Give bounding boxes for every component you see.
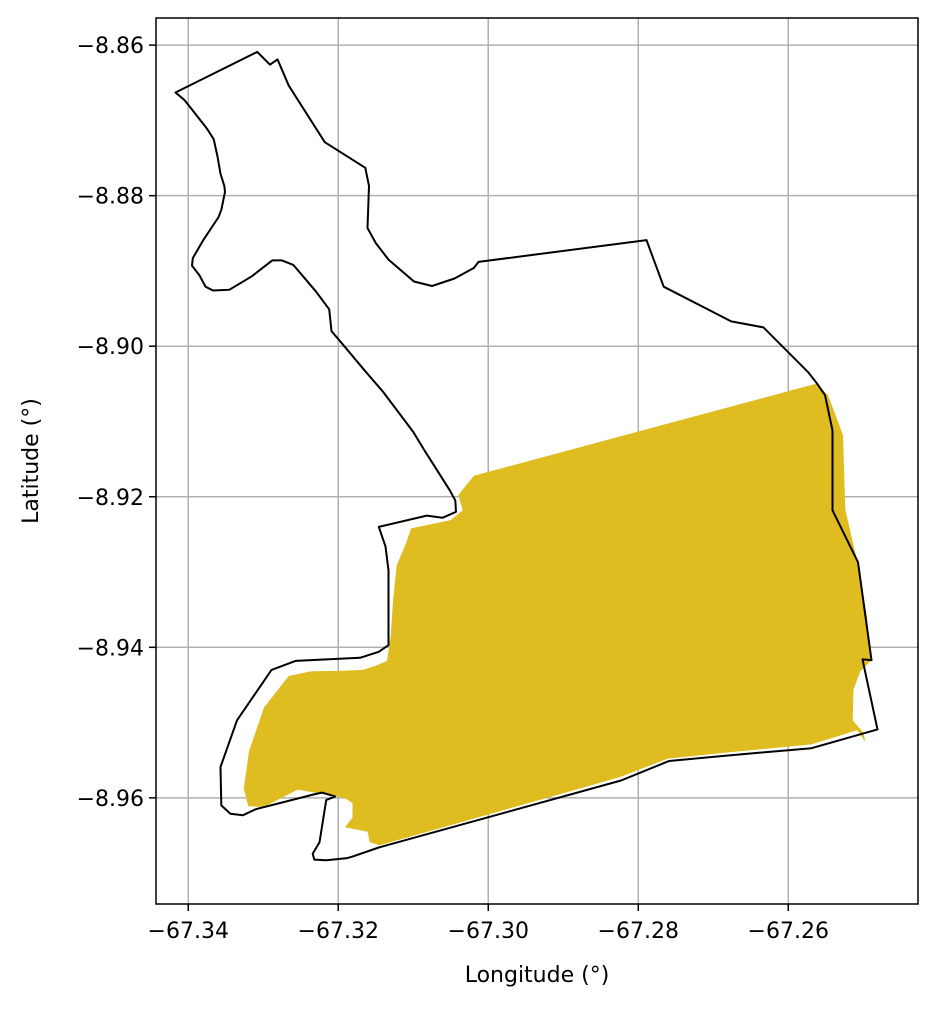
x-axis-label: Longitude (°) xyxy=(465,963,610,988)
x-tick-label: −67.26 xyxy=(748,919,829,944)
axis-ticks: −67.34 −67.32 −67.30 −67.28 −67.26 −8.86 −8.88… xyxy=(77,34,829,944)
x-tick-label: −67.30 xyxy=(448,919,529,944)
y-tick-label: −8.94 xyxy=(77,636,144,661)
y-tick-label: −8.96 xyxy=(77,787,144,812)
boundary-outline xyxy=(174,50,879,862)
y-tick-label: −8.90 xyxy=(77,335,144,360)
map-shapes xyxy=(174,50,879,862)
y-tick-label: −8.88 xyxy=(77,185,144,210)
plot-frame xyxy=(155,17,919,905)
y-tick-label: −8.86 xyxy=(77,34,144,59)
shaded-area-polygon xyxy=(243,383,871,846)
y-tick-label: −8.92 xyxy=(77,486,144,511)
y-axis-label: Latitude (°) xyxy=(19,398,44,524)
x-tick-label: −67.28 xyxy=(598,919,679,944)
x-tick-label: −67.32 xyxy=(298,919,379,944)
x-tick-label: −67.34 xyxy=(148,919,229,944)
